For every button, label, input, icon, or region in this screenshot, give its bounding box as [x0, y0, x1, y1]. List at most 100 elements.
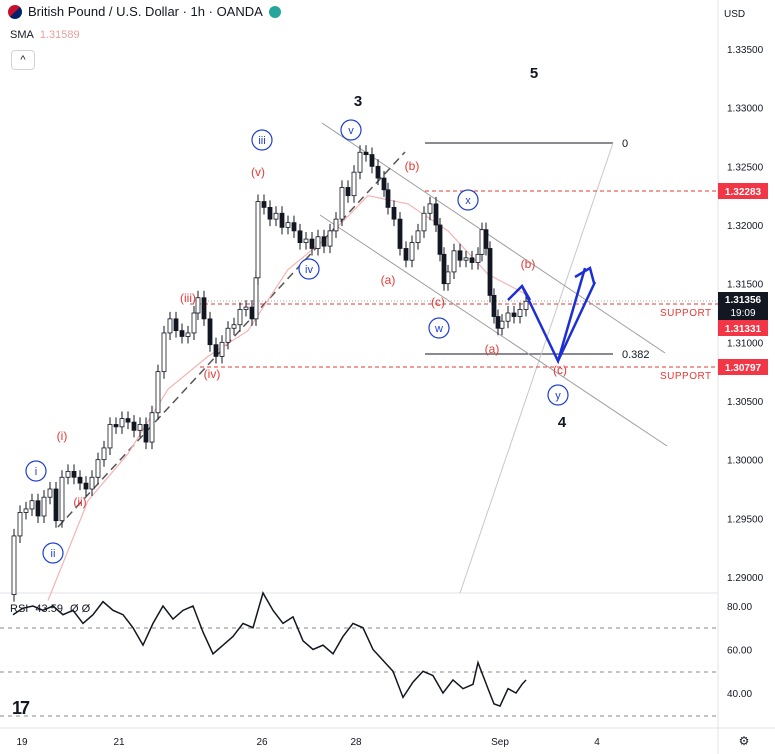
projection-arrow	[507, 266, 597, 362]
candle-body	[161, 332, 167, 373]
candle-body	[267, 206, 273, 220]
candle-body	[505, 312, 511, 322]
wave-circle-marker	[298, 258, 320, 280]
wave-label-major: 3	[354, 93, 362, 110]
candle-body	[385, 189, 391, 208]
rsi-settings-icons[interactable]: Ø Ø	[70, 603, 91, 615]
candle-body	[291, 222, 297, 232]
collapse-legend-button[interactable]: ^	[11, 50, 35, 70]
price-tick-label: 1.33000	[727, 104, 764, 115]
support-label: SUPPORT	[660, 308, 712, 319]
candle-body	[517, 309, 523, 317]
candle-body	[523, 300, 529, 310]
countdown-badge: 19:09	[730, 308, 755, 319]
support-badge-2: 1.30797	[725, 363, 762, 374]
projection-path	[520, 267, 587, 365]
candle-body	[207, 318, 213, 346]
candle-body	[357, 151, 363, 173]
candle-body	[71, 470, 77, 478]
candle-body	[339, 187, 345, 220]
candle-body	[351, 171, 357, 197]
candle-body	[415, 230, 421, 244]
pair-flag-icon	[8, 4, 22, 19]
tradingview-logo: 17	[12, 698, 30, 718]
wave-label-minor: ii	[51, 548, 56, 560]
candle-body	[155, 371, 161, 414]
candle-body	[487, 248, 493, 296]
candle-body	[433, 203, 439, 226]
resistance-badge: 1.32283	[725, 187, 762, 198]
candle-body	[35, 500, 41, 517]
candle-body	[167, 318, 173, 334]
wave-label-major: 4	[558, 414, 567, 431]
rsi-tick-label: 40.00	[727, 689, 752, 700]
sma-line	[47, 195, 529, 601]
wave-circle-marker	[457, 189, 479, 211]
candle-body	[17, 512, 23, 537]
candle-body	[53, 488, 59, 522]
candle-body	[243, 306, 249, 310]
wave-label-subminor: (c)	[553, 363, 567, 377]
candle-body	[77, 476, 83, 484]
fib-0382-label: 0.382	[622, 349, 650, 361]
market-open-icon	[268, 5, 281, 18]
candle-body	[95, 459, 101, 478]
rsi-line	[12, 591, 527, 707]
candle-body	[327, 230, 333, 247]
channel-upper	[321, 122, 666, 354]
candle-body	[427, 203, 433, 214]
candle-body	[315, 236, 321, 249]
wave-label-minor: w	[434, 323, 443, 335]
wave-label-minor: i	[35, 466, 37, 478]
candle-body	[437, 224, 443, 255]
wave-label-minor: x	[465, 195, 471, 207]
wave-label-subminor: (iv)	[204, 367, 221, 381]
candle-body	[101, 447, 107, 461]
candle-body	[255, 201, 261, 279]
wave-label-subminor: (iii)	[180, 291, 196, 305]
wave-label-minor: iv	[305, 264, 313, 276]
wave-label-major: 5	[530, 65, 538, 82]
candle-body	[225, 327, 231, 343]
candle-body	[137, 424, 143, 431]
candle-body	[345, 187, 351, 197]
price-tick-label: 1.29500	[727, 514, 764, 525]
candle-body	[261, 201, 267, 208]
candle-body	[483, 229, 489, 249]
candle-body	[185, 332, 191, 337]
candle-body	[469, 257, 475, 263]
candle-body	[369, 154, 375, 167]
settings-gear-icon[interactable]: ⚙	[739, 734, 750, 748]
sma-value: 1.31589	[39, 29, 80, 41]
wave-label-subminor: (a)	[485, 342, 500, 356]
candle-body	[495, 316, 501, 329]
candle-body	[451, 250, 457, 273]
candle-body	[445, 271, 451, 285]
currency-label: USD	[724, 9, 745, 20]
candle-body	[273, 212, 279, 220]
time-tick-label: 21	[113, 737, 125, 748]
price-tick-label: 1.29000	[727, 573, 764, 584]
candle-body	[89, 476, 95, 490]
chart-title: British Pound / U.S. Dollar · 1h · OANDA	[28, 4, 263, 19]
candle-body	[179, 330, 185, 337]
candle-body	[475, 253, 481, 263]
sma-legend: SMA 1.31589	[10, 29, 80, 41]
candle-body	[511, 312, 517, 317]
candle-body	[213, 344, 219, 357]
candle-body	[303, 238, 309, 244]
candle-body	[29, 500, 35, 510]
candle-body	[65, 470, 71, 478]
candle-body	[253, 277, 259, 320]
candle-body	[143, 424, 149, 443]
price-tick-label: 1.30500	[727, 397, 764, 408]
wave-label-subminor: (v)	[251, 165, 265, 179]
support-label: SUPPORT	[660, 371, 712, 382]
candle-body	[47, 488, 53, 498]
support-badge-1: 1.31331	[725, 324, 762, 335]
wave-label-minor: y	[555, 390, 561, 402]
candle-body	[249, 306, 255, 320]
candle-body	[391, 206, 397, 220]
candle-body	[201, 297, 207, 320]
